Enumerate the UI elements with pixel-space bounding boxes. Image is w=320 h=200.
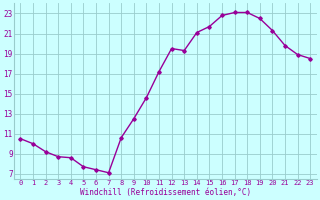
X-axis label: Windchill (Refroidissement éolien,°C): Windchill (Refroidissement éolien,°C) <box>80 188 251 197</box>
